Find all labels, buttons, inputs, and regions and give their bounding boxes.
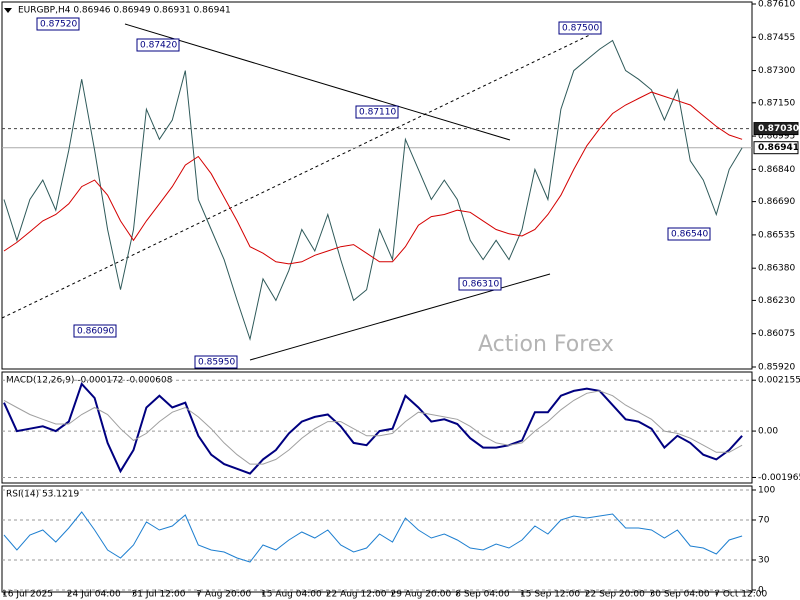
annotation: 0.86090 (77, 327, 114, 337)
chart-title: EURGBP,H4 0.86946 0.86949 0.86931 0.8694… (18, 6, 231, 16)
rsi-title: RSI(14) 53.1219 (6, 490, 79, 500)
annotation: 0.87520 (40, 20, 77, 30)
macd-panel (1, 371, 753, 484)
y-tick-label: 0.87300 (758, 66, 795, 76)
x-tick-label: 31 Jul 12:00 (132, 590, 186, 600)
y-tick-label: 0.00 (758, 427, 778, 437)
x-tick-label: 15 Sep 12:00 (520, 590, 580, 600)
y-tick-label: 0.86535 (758, 230, 795, 240)
x-tick-label: 8 Sep 04:00 (455, 590, 510, 600)
annotation-box (73, 324, 117, 338)
x-tick-label: 7 Oct 12:00 (714, 590, 767, 600)
annotation-box (36, 17, 80, 31)
series-line (3, 511, 743, 563)
x-tick-label: 15 Aug 04:00 (261, 590, 322, 600)
annotation: 0.86540 (671, 230, 708, 240)
y-tick-label: 0.87455 (758, 33, 795, 43)
price-panel (1, 1, 753, 370)
annotation-box (355, 105, 399, 119)
y-tick-label: 0.86995 (758, 132, 795, 142)
annotation: 0.87110 (359, 108, 396, 118)
series-line (3, 381, 743, 475)
y-tick-label: -0.001965 (758, 473, 800, 483)
annotation: 0.87420 (140, 41, 177, 51)
y-tick-label: 70 (758, 516, 770, 526)
y-tick-label: 0.002155 (758, 376, 800, 386)
trend-channel (1, 29, 601, 319)
y-tick-label: 0.86690 (758, 197, 795, 207)
y-tick-label: 0.86075 (758, 329, 795, 339)
annotation: 0.86310 (462, 280, 499, 290)
annotation-box (667, 227, 711, 241)
annotation: 0.85950 (198, 358, 235, 368)
y-tick-label: 100 (758, 486, 775, 496)
x-tick-label: 16 Jul 2025 (2, 590, 53, 600)
y-tick-label: 0 (758, 586, 764, 596)
annotation-box (194, 355, 238, 369)
annotation: 0.87500 (562, 24, 599, 34)
series-line (3, 91, 743, 265)
series-line (3, 390, 743, 465)
annotation-box (458, 277, 502, 291)
macd-title: MACD(12,26,9) -0.000172 -0.000608 (6, 376, 173, 386)
x-tick-label: 22 Sep 20:00 (585, 590, 645, 600)
price-label: 0.86941 (758, 143, 799, 153)
x-tick-label: 7 Aug 20:00 (196, 590, 251, 600)
y-tick-label: 30 (758, 556, 770, 566)
series-line (3, 39, 743, 341)
trend-line (124, 23, 511, 141)
price-label-box (753, 122, 799, 136)
y-tick-label: 0.86380 (758, 264, 795, 274)
x-tick-label: 30 Sep 04:00 (650, 590, 710, 600)
y-tick-label: 0.86840 (758, 165, 795, 175)
price-label: 0.87030 (758, 124, 799, 134)
y-tick-label: 0.85920 (758, 363, 795, 373)
y-tick-label: 0.86230 (758, 296, 795, 306)
rsi-panel (1, 485, 753, 593)
x-tick-label: 22 Aug 12:00 (326, 590, 387, 600)
x-tick-label: 24 Jul 04:00 (67, 590, 121, 600)
menu-arrow (4, 8, 12, 13)
y-tick-label: 0.87150 (758, 98, 795, 108)
watermark: Action Forex (478, 332, 614, 357)
price-label-box (753, 141, 799, 155)
annotation-box (558, 21, 602, 35)
annotation-box (136, 38, 180, 52)
x-tick-label: 29 Aug 20:00 (391, 590, 452, 600)
y-tick-label: 0.87610 (758, 0, 795, 10)
